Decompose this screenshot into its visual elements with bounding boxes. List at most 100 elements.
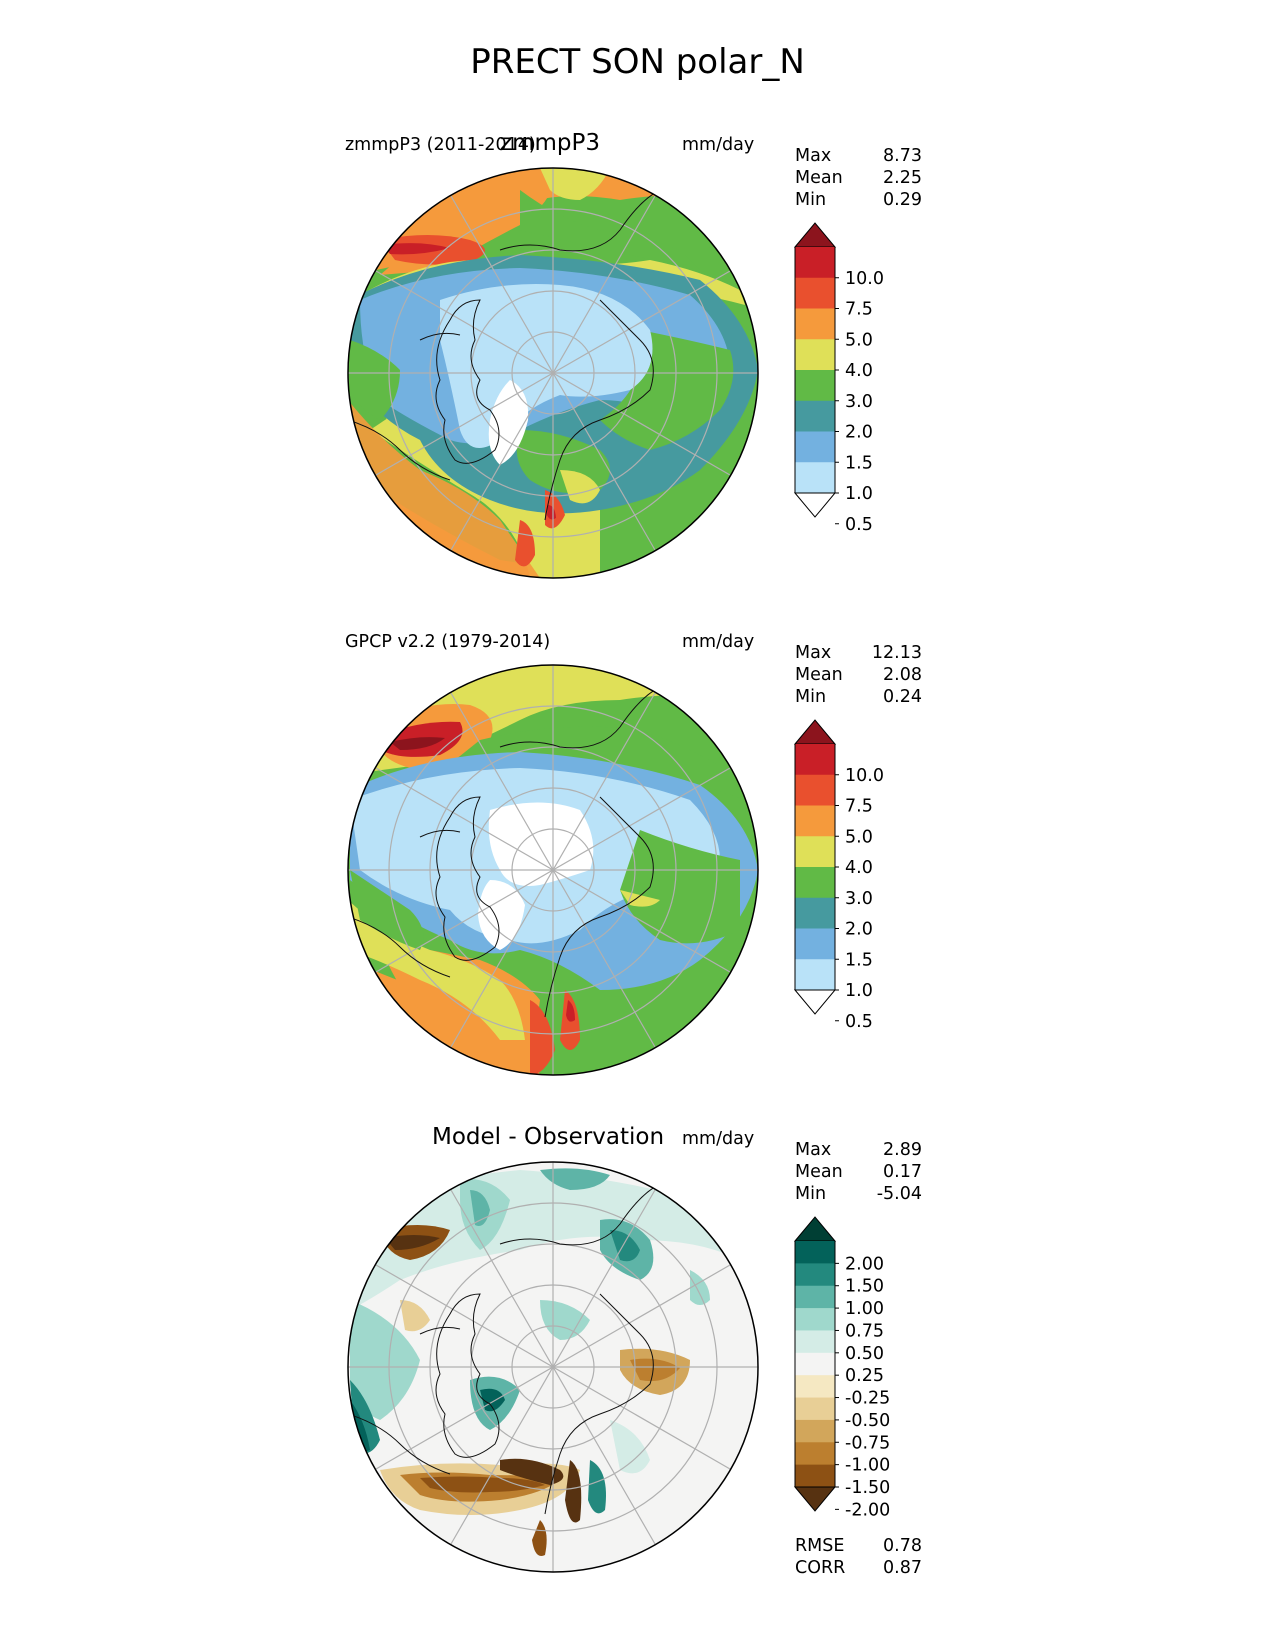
colorbar-1-bin [795,400,835,432]
colorbar-2-bin [795,836,835,868]
panel1-title: zmmpP3 [500,130,600,156]
figure-title: PRECT SON polar_N [470,42,805,82]
colorbar-3-tick-label: 0.75 [845,1321,884,1341]
panel2-mean-label: Mean [795,665,843,685]
colorbar-3-bin [795,1308,835,1331]
colorbar-1-tick-label: 2.0 [845,423,873,443]
colorbar-3-tick-label: 0.25 [845,1366,884,1386]
colorbar-2-tick-label: 2.0 [845,920,873,940]
map-panel-1 [348,168,758,578]
corr-label: CORR [795,1558,846,1578]
colorbar-3-extend-min [793,1486,837,1512]
colorbar-3-bin [795,1263,835,1287]
panel2-left-label: GPCP v2.2 (1979-2014) [345,632,551,652]
map-panel-2 [348,665,758,1075]
colorbar-1-tick-label: 0.5 [845,515,873,535]
colorbar-3-bin [795,1241,835,1264]
panel1-mean-value: 2.25 [883,168,922,188]
panel2-min-label: Min [795,687,827,707]
colorbar-2-extend-min [793,989,837,1015]
colorbar-3-bin [795,1442,835,1466]
panel3-title: Model - Observation [432,1124,665,1150]
map-panel-3 [348,1162,758,1572]
colorbar-2-tick-label: 7.5 [845,797,873,817]
panel1-min-value: 0.29 [883,190,922,210]
colorbar-3-tick-label: 2.00 [845,1254,884,1274]
map-3-border [347,1161,759,1573]
colorbar-2-tick-label: 4.0 [845,858,873,878]
panel1-left-label: zmmpP3 (2011-2014) [345,135,536,155]
colorbar-1-tick-label: 1.5 [845,453,873,473]
colorbar-3-tick-label: -2.00 [845,1500,890,1520]
panel3-mean-label: Mean [795,1162,843,1182]
colorbar-3-extend-max [793,1216,837,1242]
panel1-units: mm/day [682,135,755,155]
colorbar-3-bin [795,1330,835,1354]
colorbar-1-tick-label: 1.0 [845,484,873,504]
colorbar-2-tick-label: 5.0 [845,827,873,847]
panel2-mean-value: 2.08 [883,665,922,685]
rmse-label: RMSE [795,1536,845,1556]
colorbar-1-bin [795,339,835,371]
panel3-min-value: -5.04 [876,1184,922,1204]
corr-value: 0.87 [883,1558,922,1578]
colorbar-1-extend-min [793,492,837,518]
panel3-max-label: Max [795,1140,832,1160]
colorbar-1-extend-max [793,222,837,248]
colorbar-2-bin [795,774,835,806]
colorbar-3-tick-label: -0.50 [845,1411,890,1431]
colorbar-1-bin [795,370,835,402]
colorbar-2-tick-label: 10.0 [845,766,884,786]
panel1-max-value: 8.73 [883,146,922,166]
colorbar-1-bin [795,431,835,463]
colorbar-3-bin [795,1352,835,1376]
panel3-units: mm/day [682,1129,755,1149]
colorbar-3-tick-label: -1.00 [845,1456,890,1476]
colorbar-3-tick-label: 0.50 [845,1344,884,1364]
colorbar-2-extend-max [793,719,837,745]
panel1-min-label: Min [795,190,827,210]
colorbar-1-bin [795,247,835,279]
colorbar-1-bin [795,308,835,340]
colorbar-3-tick-label: 1.00 [845,1299,884,1319]
colorbar-3-bin [795,1375,835,1399]
panel1-mean-label: Mean [795,168,843,188]
colorbar-2-bin [795,928,835,960]
colorbar-1-bin [795,277,835,309]
colorbar-3-tick-label: -1.50 [845,1478,890,1498]
colorbar-3-tick-label: -0.75 [845,1433,890,1453]
colorbar-3-tick-label: -0.25 [845,1389,890,1409]
colorbar-1-tick-label: 3.0 [845,392,873,412]
panel2-units: mm/day [682,632,755,652]
map-2-border [347,664,759,1076]
panel3-min-label: Min [795,1184,827,1204]
colorbar-3-tick-label: 1.50 [845,1277,884,1297]
colorbar-2-bin [795,959,835,991]
colorbar-2-tick-label: 0.5 [845,1012,873,1032]
colorbar-2-bin [795,744,835,776]
colorbar-2-tick-label: 1.5 [845,950,873,970]
colorbar-1-tick-label: 5.0 [845,330,873,350]
colorbar-2-tick-label: 3.0 [845,889,873,909]
colorbar-3-bin [795,1285,835,1309]
colorbar-2-bin [795,805,835,837]
panel2-min-value: 0.24 [883,687,922,707]
colorbar-1-tick-label: 4.0 [845,361,873,381]
panel2-max-value: 12.13 [871,643,922,663]
colorbar-2: 10.0 7.5 5.0 4.0 3.0 2.0 1.5 1.0 0.5 [793,719,884,1032]
colorbar-3-bin [795,1464,835,1488]
colorbar-3-bin [795,1397,835,1421]
colorbar-2-bin [795,867,835,899]
colorbar-1: 10.0 7.5 5.0 4.0 3.0 2.0 1.5 1.0 0.5 [793,222,884,535]
colorbar-1-tick-label: 10.0 [845,269,884,289]
panel3-max-value: 2.89 [883,1140,922,1160]
colorbar-2-tick-label: 1.0 [845,981,873,1001]
map-1-border [347,167,759,579]
colorbar-1-tick-label: 7.5 [845,300,873,320]
colorbar-2-bin [795,897,835,929]
colorbar-3-bin [795,1419,835,1443]
panel2-max-label: Max [795,643,832,663]
panel3-mean-value: 0.17 [883,1162,922,1182]
colorbar-3: 2.00 1.501.000.75 0.500.25 -0.25-0.50-0.75 -… [793,1216,890,1520]
